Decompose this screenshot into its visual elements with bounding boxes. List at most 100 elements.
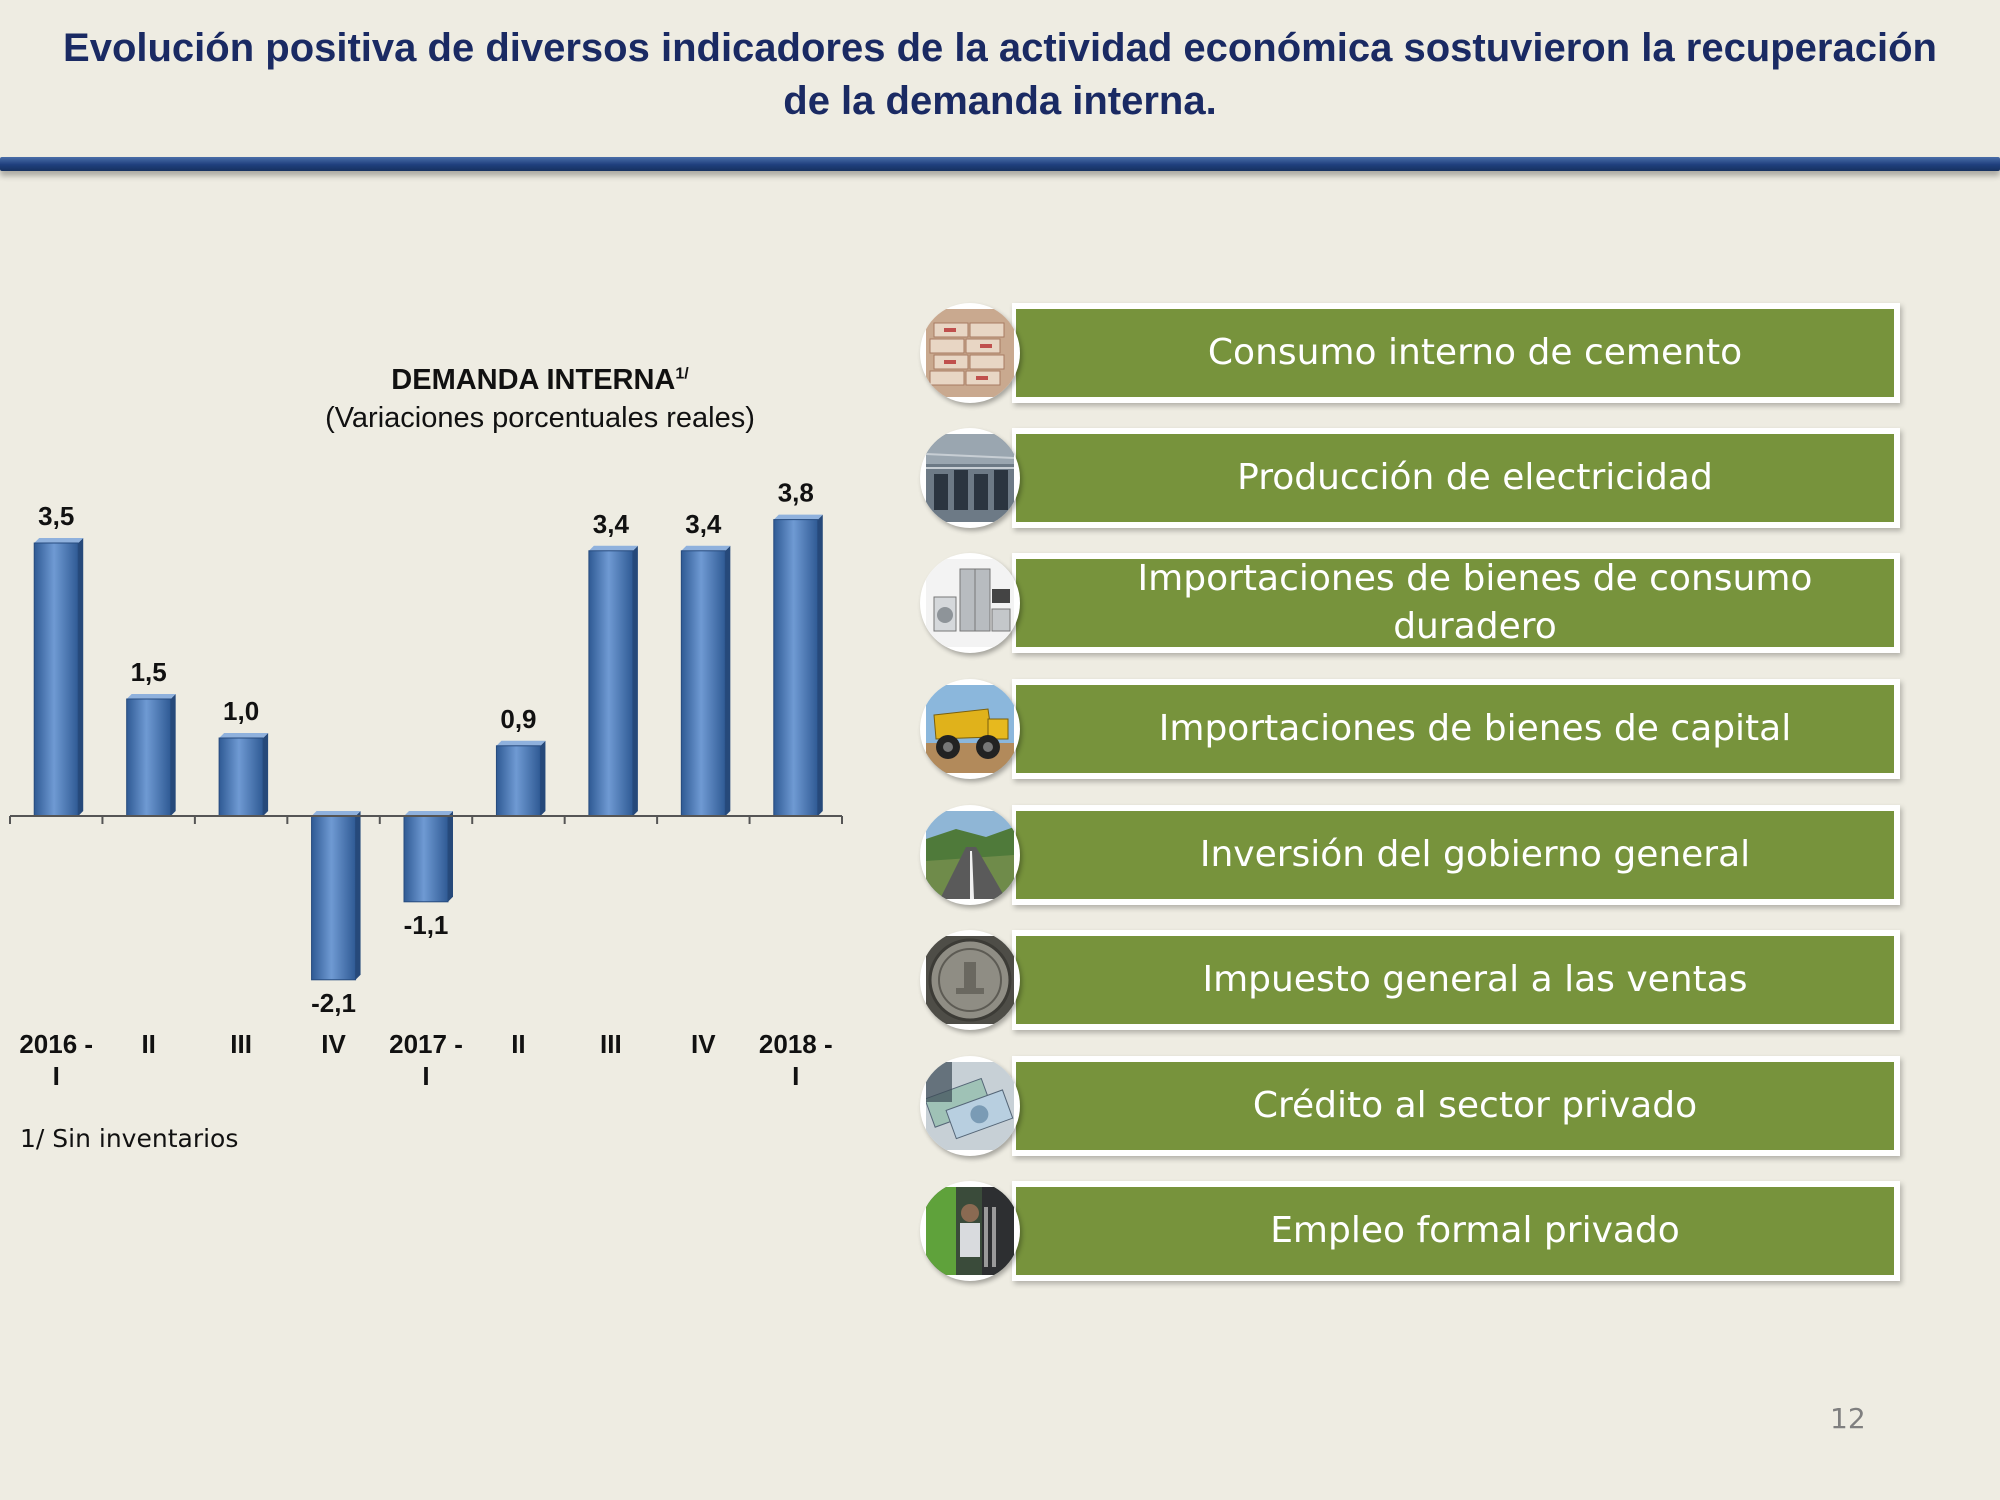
bar (680, 545, 731, 817)
bar-front (311, 815, 357, 981)
indicator-row: Consumo interno de cemento (920, 303, 1900, 403)
indicator-bar: Importaciones de bienes de consumo durad… (1012, 553, 1900, 653)
bar-side (725, 545, 731, 816)
indicator-label: Consumo interno de cemento (1207, 332, 1743, 373)
header-divider (0, 157, 2000, 171)
chart-title: DEMANDA INTERNA1/ (280, 364, 800, 397)
data-labels: 3,5 1,5 1,0 -2,1 -1,1 0,9 3,4 3,4 3,8 (38, 478, 814, 1018)
cement-bags-icon (920, 303, 1020, 403)
bar (403, 811, 453, 903)
bar (126, 694, 176, 817)
bar-front (126, 698, 172, 817)
bar-top (219, 733, 269, 738)
bar (588, 545, 638, 817)
data-label: 1,0 (223, 696, 259, 726)
slide-title: Evolución positiva de diversos indicador… (63, 26, 1937, 123)
data-label: 1,5 (131, 657, 167, 687)
indicator-row: Impuesto general a las ventas (920, 930, 1900, 1030)
bar-side (78, 538, 84, 816)
data-label: 0,9 (500, 704, 536, 734)
indicator-row: Inversión del gobierno general (920, 805, 1900, 905)
bar-front (773, 519, 819, 817)
indicator-label: Impuesto general a las ventas (1202, 959, 1748, 1000)
bar-front (495, 745, 541, 817)
bar (218, 733, 269, 817)
bar-front (218, 737, 264, 817)
banknotes-icon (920, 1056, 1020, 1156)
indicator-fill: Consumo interno de cemento (1016, 309, 1894, 397)
indicator-bar: Producción de electricidad (1012, 428, 1900, 528)
category-label: IV (321, 1029, 346, 1059)
bar-side (632, 545, 638, 816)
indicator-label: Inversión del gobierno general (1199, 834, 1751, 875)
indicator-label: Importaciones de bienes de capital (1158, 708, 1792, 749)
x-axis (9, 815, 843, 824)
bar-top (773, 514, 823, 520)
mining-truck-icon (920, 679, 1020, 779)
bar-side (263, 733, 269, 816)
chart-title-text: DEMANDA INTERNA (391, 364, 676, 396)
data-label: 3,8 (778, 478, 814, 508)
bar (311, 811, 361, 981)
indicator-bar: Crédito al sector privado (1012, 1056, 1900, 1156)
highway-icon (920, 805, 1020, 905)
bar (773, 514, 823, 817)
indicator-fill: Crédito al sector privado (1016, 1062, 1894, 1150)
data-label: 3,4 (593, 509, 630, 539)
indicator-fill: Empleo formal privado (1016, 1187, 1894, 1275)
category-label: II (141, 1029, 155, 1059)
bar-top (34, 538, 84, 543)
indicator-row: Empleo formal privado (920, 1181, 1900, 1281)
bar-side (170, 694, 176, 816)
indicator-row: Crédito al sector privado (920, 1056, 1900, 1156)
category-label: III (600, 1029, 622, 1059)
bar-front (680, 550, 726, 817)
indicator-row: Importaciones de bienes de capital (920, 679, 1900, 779)
category-labels: 2016 -III III IV 2017 -III III IV 2018 -I (19, 1029, 832, 1091)
category-label: 2017 -I (389, 1029, 463, 1091)
indicator-bar: Consumo interno de cemento (1012, 303, 1900, 403)
indicator-bar: Empleo formal privado (1012, 1181, 1900, 1281)
bar-top (126, 694, 176, 699)
indicator-fill: Importaciones de bienes de capital (1016, 685, 1894, 773)
indicator-bar: Inversión del gobierno general (1012, 805, 1900, 905)
chart-title-superscript: 1/ (675, 365, 689, 383)
page-number: 12 (1830, 1402, 1866, 1435)
worker-icon (920, 1181, 1020, 1281)
indicator-label: Importaciones de bienes de consumo durad… (1137, 558, 1813, 647)
bar-front (33, 542, 79, 817)
chart-footnote: 1/ Sin inventarios (20, 1124, 239, 1153)
indicator-bar: Impuesto general a las ventas (1012, 930, 1900, 1030)
indicator-label: Producción de electricidad (1237, 457, 1713, 498)
bar (495, 740, 546, 817)
data-label: 3,5 (38, 501, 74, 531)
indicator-row: Producción de electricidad (920, 428, 1900, 528)
bar-top (681, 545, 731, 551)
bar-top (496, 740, 546, 746)
indicator-fill: Impuesto general a las ventas (1016, 936, 1894, 1024)
indicator-label: Empleo formal privado (1270, 1210, 1680, 1251)
indicator-fill: Inversión del gobierno general (1016, 811, 1894, 899)
bar-top (404, 811, 453, 816)
appliances-icon (920, 553, 1020, 653)
bar-side (817, 514, 823, 816)
bar-front (588, 550, 634, 817)
category-label: 2016 -I (19, 1029, 93, 1091)
bar-front (403, 815, 449, 903)
bar-side (355, 811, 361, 980)
category-label: III (230, 1029, 252, 1059)
bar-top (588, 545, 638, 551)
data-label: -2,1 (311, 988, 356, 1018)
indicator-fill: Importaciones de bienes de consumo durad… (1016, 558, 1894, 647)
category-label: 2018 -I (759, 1029, 833, 1091)
slide-header: Evolución positiva de diversos indicador… (0, 0, 2000, 158)
bar (33, 538, 84, 817)
indicator-fill: Producción de electricidad (1016, 434, 1894, 522)
bar-side (540, 740, 546, 816)
coin-icon (920, 930, 1020, 1030)
category-label: II (511, 1029, 525, 1059)
bar-chart: 3,51,51,0-2,1-1,10,93,4 3,43,8 2016 -III I… (9, 478, 843, 1091)
indicator-row: Importaciones de bienes de consumo durad… (920, 553, 1900, 653)
chart-subtitle: (Variaciones porcentuales reales) (325, 402, 755, 434)
category-label: IV (691, 1029, 716, 1059)
